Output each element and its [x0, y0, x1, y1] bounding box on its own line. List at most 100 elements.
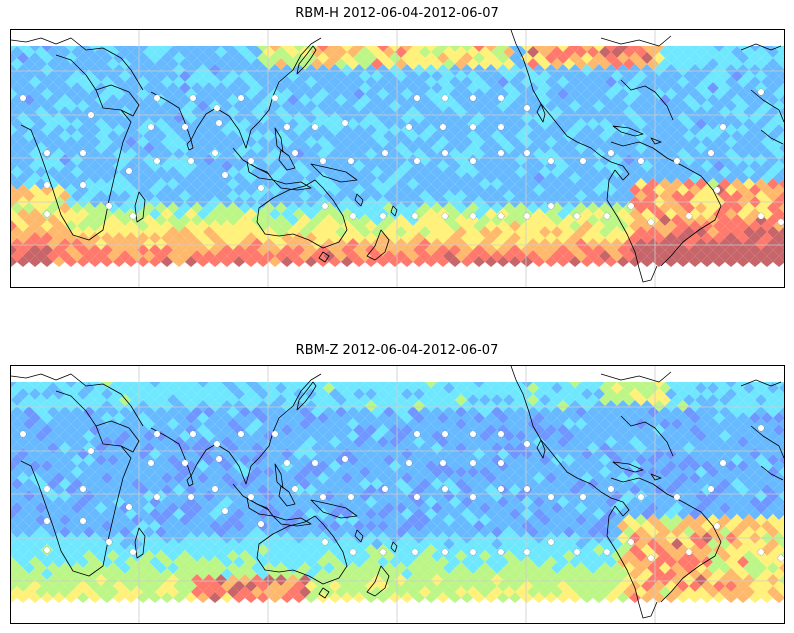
map-top-svg [11, 30, 784, 287]
field-cell [29, 382, 41, 388]
field-cell [581, 256, 593, 267]
field-cell [773, 400, 784, 412]
field-cell [629, 46, 641, 52]
field-cell [773, 88, 784, 100]
field-cell [773, 100, 784, 112]
field-cell [65, 256, 77, 267]
field-cell [173, 46, 185, 52]
station-marker [321, 202, 329, 210]
field-cell [209, 382, 221, 388]
field-cell [773, 244, 784, 256]
field-cell [779, 83, 784, 93]
field-cell [257, 382, 269, 388]
field-cell [581, 46, 593, 52]
field-cell [629, 382, 641, 388]
field-cell [101, 382, 113, 388]
field-cell [77, 46, 89, 52]
map-bottom-svg [11, 366, 784, 623]
station-marker [283, 123, 291, 131]
field-cell [773, 544, 784, 556]
field-cell [665, 256, 677, 267]
coastline [134, 191, 146, 223]
field-cell [779, 47, 784, 57]
field-cell [317, 46, 329, 52]
field-cell [773, 412, 784, 424]
field-cell [413, 256, 425, 267]
field-cell [641, 46, 653, 52]
field-cell [281, 46, 293, 52]
field-cell [173, 592, 185, 603]
station-marker [153, 94, 161, 102]
field-cell [569, 256, 581, 267]
field-cell [779, 71, 784, 81]
station-marker [647, 218, 655, 226]
field-cell [485, 382, 497, 388]
station-marker [311, 123, 319, 131]
field-cell [401, 256, 413, 267]
station-marker [43, 181, 51, 189]
field-cell [293, 46, 305, 52]
field-cell [197, 592, 209, 603]
station-marker [347, 157, 355, 165]
field-cell [557, 382, 569, 388]
field-cell [293, 256, 305, 267]
field-cell [11, 520, 17, 532]
field-cell [779, 59, 784, 69]
field-cell [461, 46, 473, 52]
field-cell [449, 256, 461, 267]
field-cell [11, 220, 17, 232]
coastline [612, 125, 644, 137]
field-cell [665, 382, 677, 388]
field-cell [377, 256, 389, 267]
field-cell [41, 256, 53, 267]
station-marker [523, 212, 531, 220]
coastline [536, 103, 546, 123]
field-cell [11, 400, 17, 412]
field-cell [593, 382, 605, 388]
station-marker [211, 149, 219, 157]
field-cell [89, 592, 101, 603]
station-marker [523, 149, 531, 157]
field-cell [11, 208, 17, 220]
field-cell [389, 256, 401, 267]
field-cell [773, 76, 784, 88]
field-cell [779, 191, 784, 201]
station-marker [381, 149, 389, 157]
field-cell [329, 382, 341, 388]
coastline [150, 91, 217, 141]
coastline [95, 84, 140, 117]
field-cell [773, 124, 784, 136]
field-cell [329, 256, 341, 267]
field-cell [779, 239, 784, 249]
coastline [274, 127, 284, 153]
field-cell [779, 203, 784, 213]
field-cell [41, 592, 53, 603]
field-cell [137, 592, 149, 603]
station-marker [189, 94, 197, 102]
field-cell [773, 256, 784, 267]
field-cell [113, 256, 125, 267]
field-cell [617, 382, 629, 388]
field-cell [725, 382, 737, 388]
field-cell [449, 382, 461, 388]
station-marker [413, 94, 421, 102]
field-cell [365, 256, 377, 267]
field-cell [779, 227, 784, 237]
field-cell [761, 256, 773, 267]
field-cell [713, 46, 725, 52]
field-cell [101, 256, 113, 267]
field-cell [779, 527, 784, 537]
field-cell [773, 148, 784, 160]
field-cell [521, 382, 533, 388]
station-marker [319, 157, 327, 165]
coastlines [11, 30, 784, 283]
field-cell [521, 256, 533, 267]
field-cell [437, 46, 449, 52]
field-cell [773, 388, 784, 400]
station-marker [685, 212, 693, 220]
field-cell [11, 244, 17, 256]
field-cell [293, 382, 305, 388]
station-marker [187, 157, 195, 165]
coastline [606, 169, 658, 283]
field-cell [125, 46, 137, 52]
